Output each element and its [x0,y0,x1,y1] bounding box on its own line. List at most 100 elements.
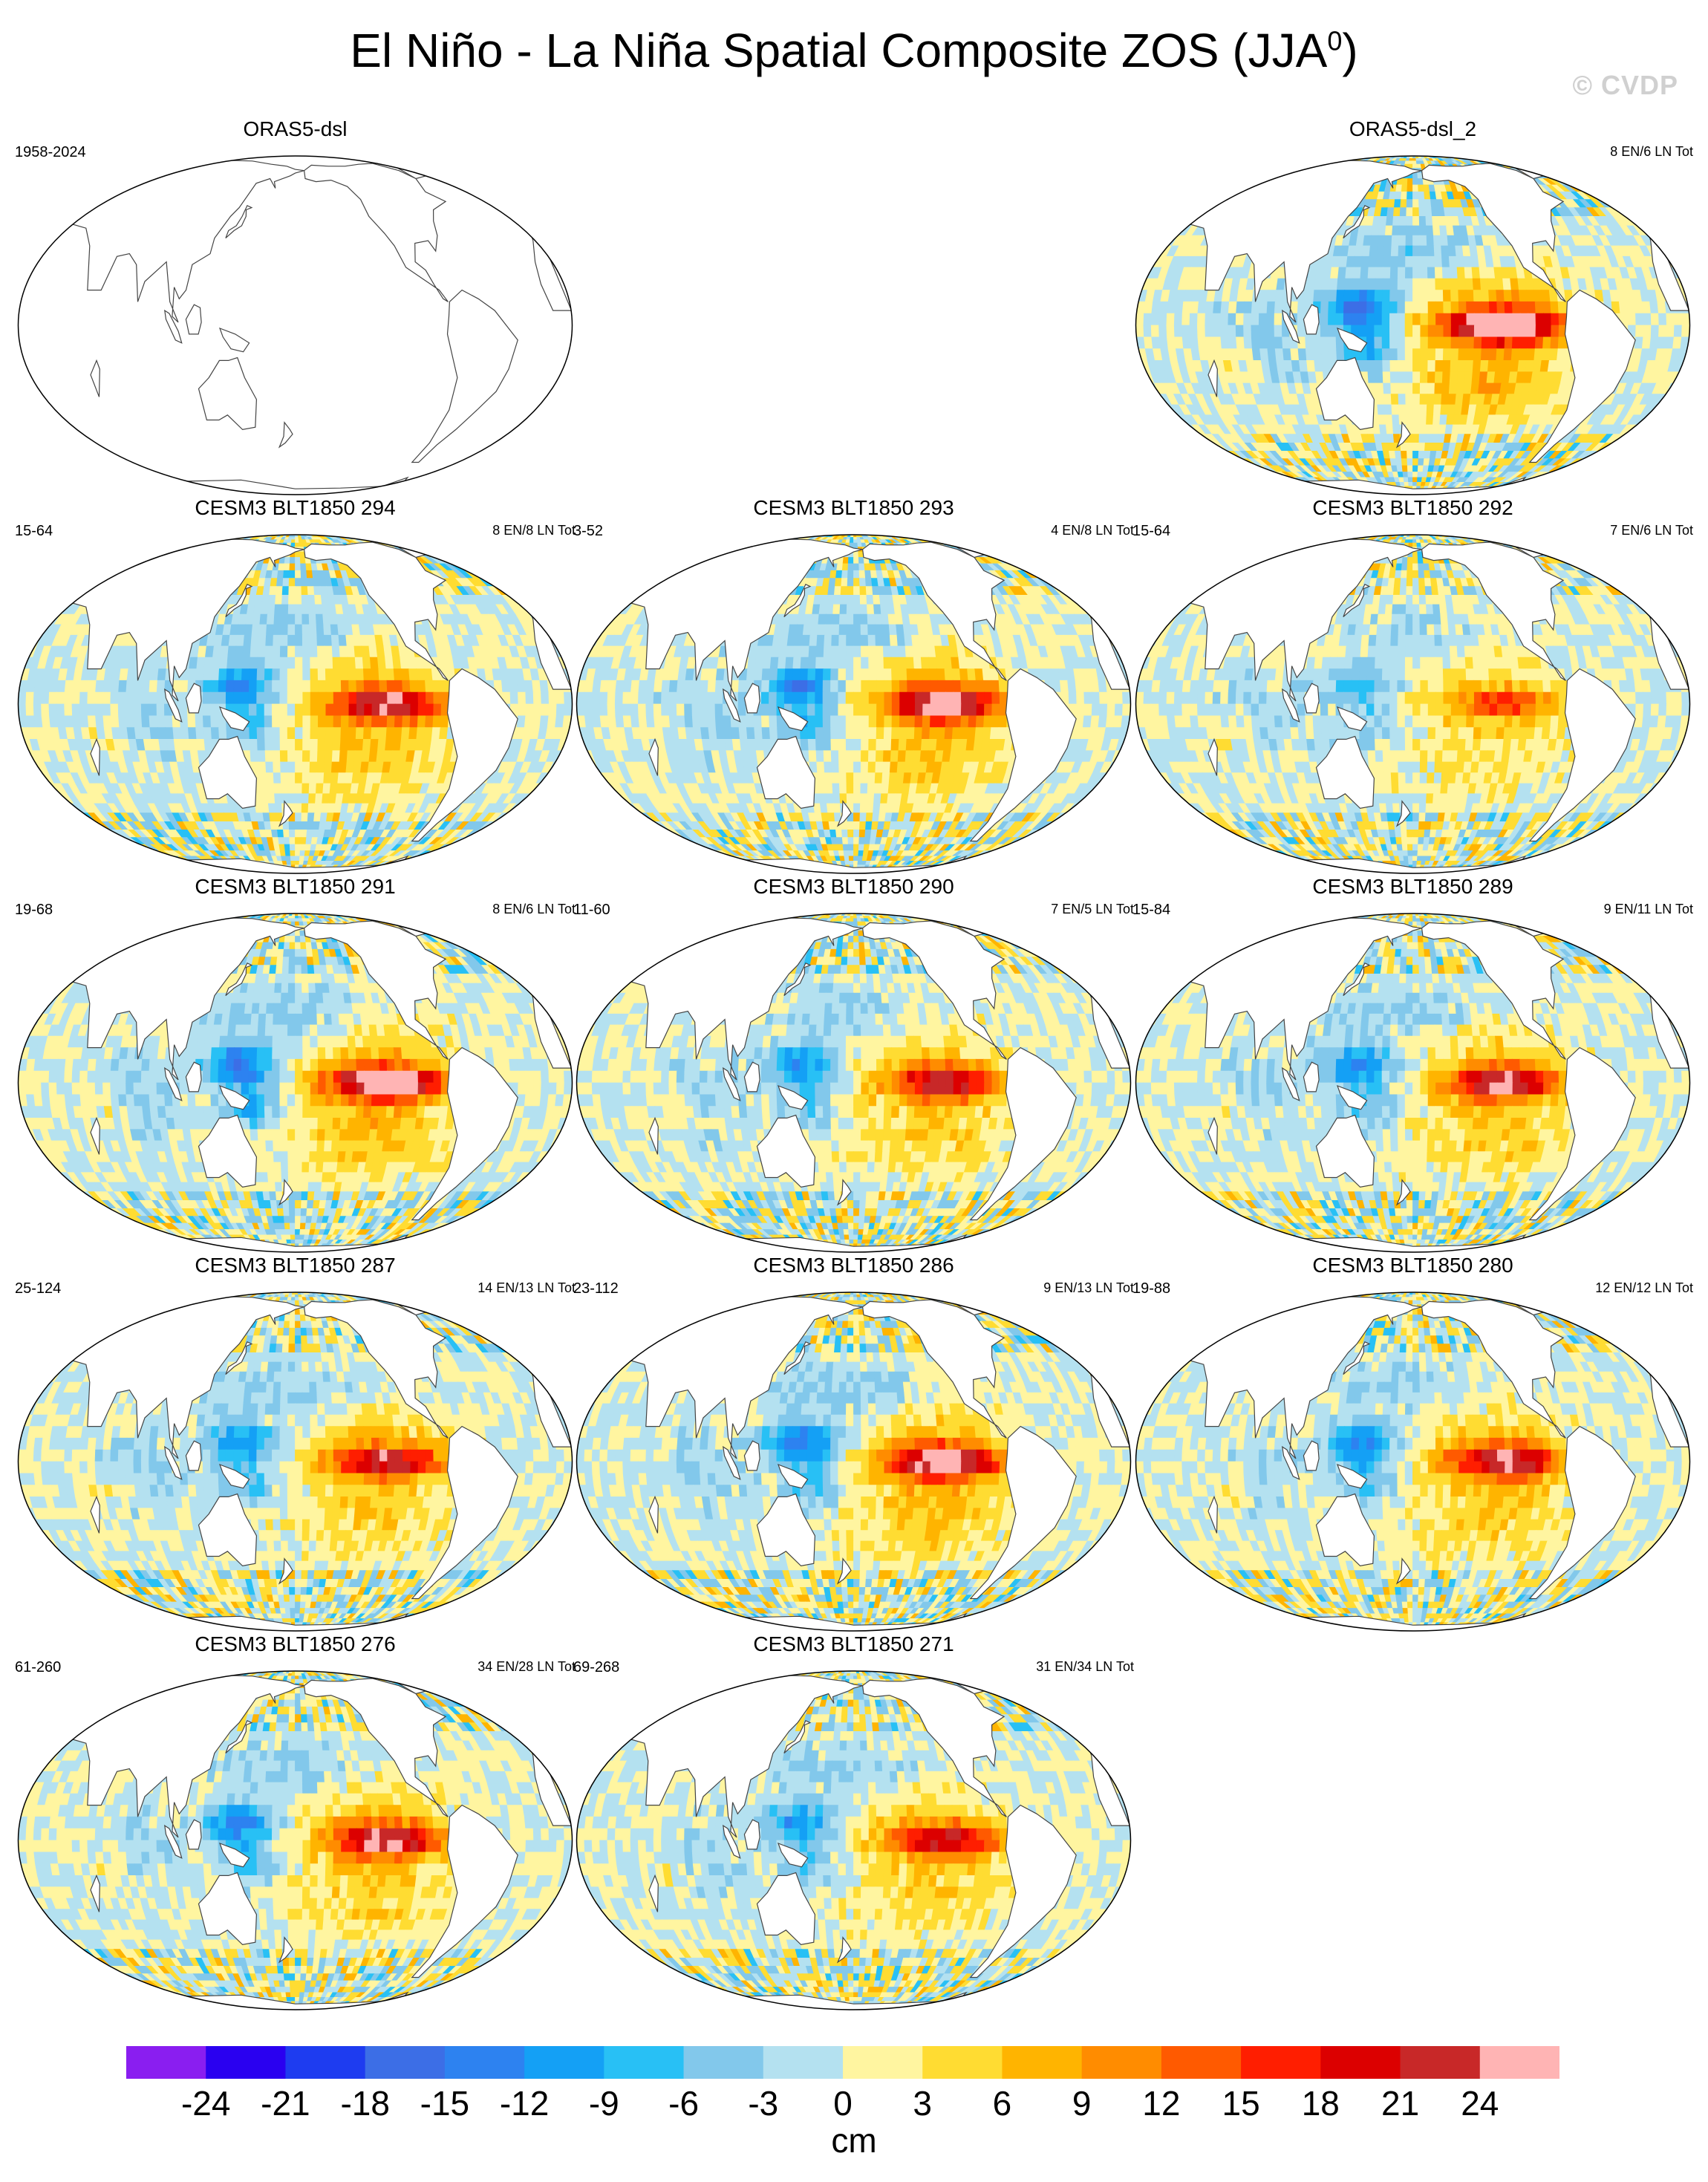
panel-title: CESM3 BLT1850 287 [15,1254,576,1277]
colorbar-swatch [206,2046,286,2079]
title-close: ) [1342,24,1357,77]
panel-event-count: 31 EN/34 LN Tot [1036,1659,1134,1675]
colorbar-tick-label: -15 [408,2083,482,2123]
cvdp-watermark: © CVDP [1572,70,1678,101]
colorbar-tick-label: 9 [1045,2083,1119,2123]
panel-event-count: 8 EN/8 LN Tot [492,523,576,538]
colorbar-units: cm [0,2120,1708,2160]
map-projection [576,1292,1132,1632]
colorbar-swatch [1002,2046,1083,2079]
panel-title: CESM3 BLT1850 271 [573,1632,1134,1656]
panel-years: 19-88 [1132,1280,1170,1297]
colorbar-swatch [126,2046,206,2079]
map-panel: CESM3 BLT1850 293 3-52 4 EN/8 LN Tot [573,496,1134,875]
panel-title: CESM3 BLT1850 294 [15,496,576,520]
colorbar-swatch [1320,2046,1401,2079]
colorbar-swatch [763,2046,844,2079]
map-projection [1135,155,1691,495]
panel-event-count: 8 EN/6 LN Tot [492,902,576,917]
map-panel: CESM3 BLT1850 276 61-260 34 EN/28 LN Tot [15,1632,576,2011]
panel-title: CESM3 BLT1850 292 [1132,496,1693,520]
map-panel: CESM3 BLT1850 291 19-68 8 EN/6 LN Tot [15,875,576,1254]
colorbar-swatch [1241,2046,1321,2079]
panel-title: CESM3 BLT1850 280 [1132,1254,1693,1277]
panel-event-count: 7 EN/5 LN Tot [1051,902,1134,917]
map-panel: CESM3 BLT1850 286 23-112 9 EN/13 LN Tot [573,1254,1134,1632]
panel-title: CESM3 BLT1850 276 [15,1632,576,1656]
colorbar [126,2046,1559,2079]
map-projection [17,155,573,495]
colorbar-tick-label: -24 [169,2083,243,2123]
map-panel: ORAS5-dsl 1958-2024 [15,117,576,496]
colorbar-tick-label: 12 [1124,2083,1199,2123]
panel-title: CESM3 BLT1850 291 [15,875,576,899]
map-panel: CESM3 BLT1850 294 15-64 8 EN/8 LN Tot [15,496,576,875]
map-projection [1135,534,1691,874]
colorbar-swatch [524,2046,604,2079]
map-panel: CESM3 BLT1850 271 69-268 31 EN/34 LN Tot [573,1632,1134,2011]
panel-event-count: 4 EN/8 LN Tot [1051,523,1134,538]
colorbar-tick-label: 21 [1363,2083,1438,2123]
panel-event-count: 34 EN/28 LN Tot [477,1659,576,1675]
panel-years: 61-260 [15,1659,61,1676]
colorbar-tick-label: 0 [806,2083,880,2123]
colorbar-tick-label: -21 [248,2083,322,2123]
map-panel: CESM3 BLT1850 292 15-64 7 EN/6 LN Tot [1132,496,1693,875]
panel-event-count: 9 EN/13 LN Tot [1043,1280,1134,1296]
panel-years: 1958-2024 [15,144,86,161]
title-superscript: 0 [1327,26,1342,56]
colorbar-tick-label: -9 [567,2083,641,2123]
colorbar-tick-label: 24 [1443,2083,1517,2123]
map-projection [17,1292,573,1632]
colorbar-tick-label: -6 [647,2083,721,2123]
map-projection [576,913,1132,1253]
panel-years: 11-60 [573,902,610,919]
panel-years: 3-52 [573,523,603,540]
colorbar-swatch [1161,2046,1242,2079]
colorbar-swatch [922,2046,1003,2079]
colorbar-tick-label: 15 [1204,2083,1278,2123]
panel-title: CESM3 BLT1850 286 [573,1254,1134,1277]
colorbar-tick-label: 6 [965,2083,1039,2123]
colorbar-swatch [444,2046,525,2079]
panel-event-count: 14 EN/13 LN Tot [477,1280,576,1296]
panel-title: ORAS5-dsl [15,117,576,141]
map-projection [1135,1292,1691,1632]
colorbar-swatch [365,2046,446,2079]
map-panel: ORAS5-dsl_2 8 EN/6 LN Tot [1132,117,1693,496]
panel-years: 23-112 [573,1280,619,1297]
map-panel: CESM3 BLT1850 280 19-88 12 EN/12 LN Tot [1132,1254,1693,1632]
figure-title: El Niño - La Niña Spatial Composite ZOS … [0,21,1708,80]
colorbar-swatch [1400,2046,1481,2079]
colorbar-tick-label: -12 [487,2083,561,2123]
colorbar-tick-label: 3 [885,2083,959,2123]
panel-title: CESM3 BLT1850 293 [573,496,1134,520]
map-panel: CESM3 BLT1850 290 11-60 7 EN/5 LN Tot [573,875,1134,1254]
colorbar-swatch [604,2046,685,2079]
panel-event-count: 7 EN/6 LN Tot [1610,523,1693,538]
colorbar-swatch [1081,2046,1162,2079]
colorbar-tick-label: 18 [1283,2083,1357,2123]
map-projection [17,534,573,874]
map-projection [17,1670,573,2010]
panel-title: ORAS5-dsl_2 [1132,117,1693,141]
panel-years: 25-124 [15,1280,61,1297]
panel-years: 15-64 [15,523,53,540]
colorbar-tick-label: -18 [328,2083,402,2123]
colorbar-swatch [843,2046,923,2079]
map-panel: CESM3 BLT1850 287 25-124 14 EN/13 LN Tot [15,1254,576,1632]
map-projection [17,913,573,1253]
map-projection [576,1670,1132,2010]
panel-years: 19-68 [15,902,53,919]
panel-event-count: 12 EN/12 LN Tot [1595,1280,1693,1296]
map-projection [1135,913,1691,1253]
panel-title: CESM3 BLT1850 289 [1132,875,1693,899]
colorbar-swatch [1479,2046,1559,2079]
panel-years: 15-64 [1132,523,1170,540]
colorbar-swatch [285,2046,366,2079]
title-main: El Niño - La Niña Spatial Composite ZOS … [350,24,1327,77]
colorbar-swatch [683,2046,764,2079]
panel-event-count: 9 EN/11 LN Tot [1604,902,1693,917]
panel-years: 69-268 [573,1659,619,1676]
colorbar-tick-label: -3 [726,2083,801,2123]
